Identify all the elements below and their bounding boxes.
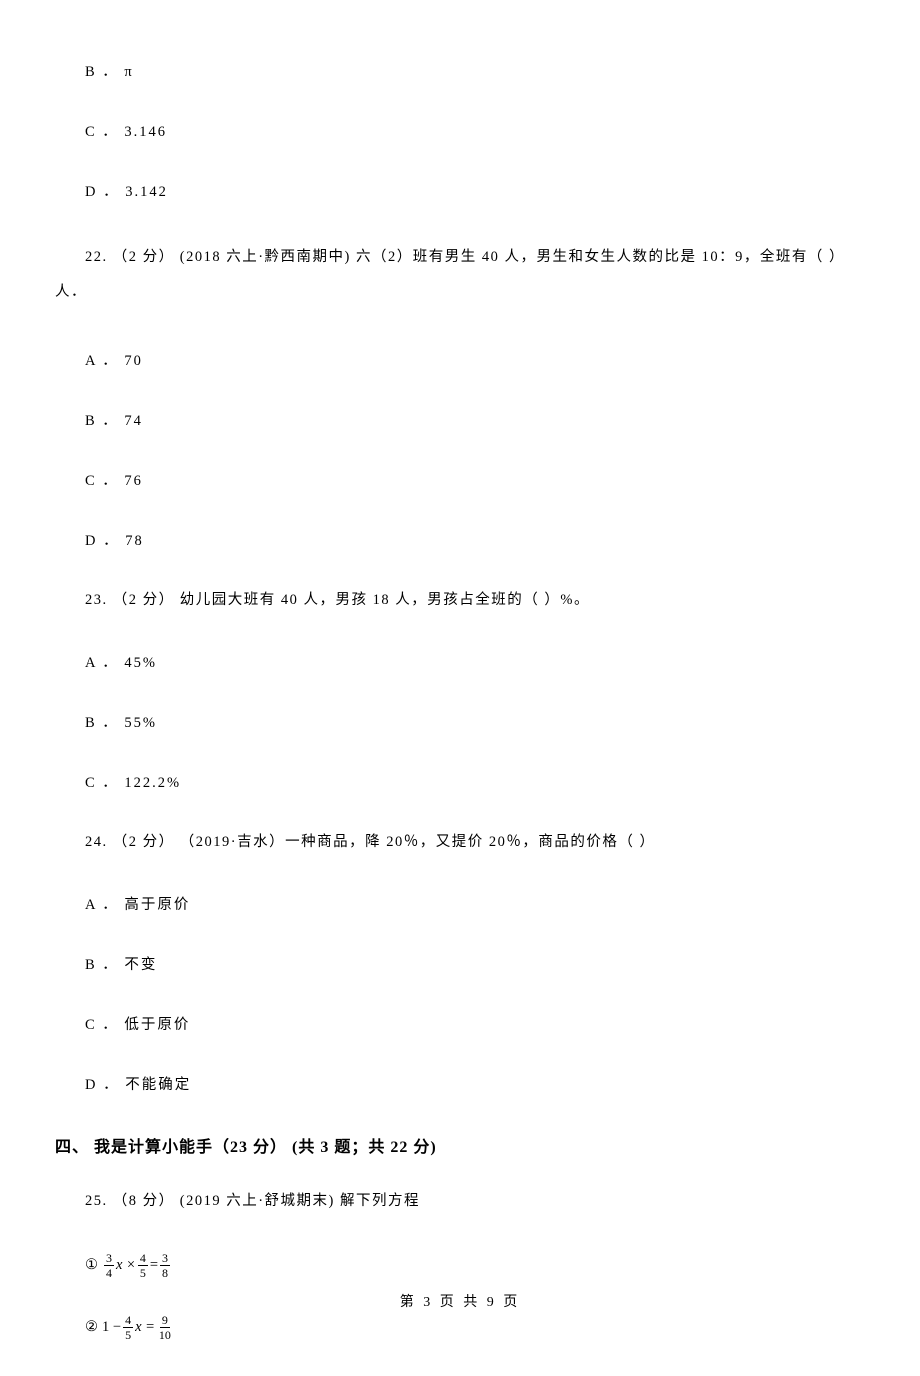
page-footer: 第 3 页 共 9 页	[0, 1291, 920, 1311]
q25-equation-2: ② 1 − 4 5 x = 9 10	[55, 1314, 865, 1341]
option-c-3146: C ． 3.146	[55, 120, 865, 141]
section-4-header: 四、 我是计算小能手（23 分） (共 3 题；共 22 分)	[55, 1133, 865, 1157]
eq1-f2-num: 4	[138, 1252, 148, 1266]
question-25: 25. （8 分） (2019 六上·舒城期末) 解下列方程	[55, 1190, 865, 1213]
eq1-frac2: 4 5	[138, 1252, 148, 1279]
eq1-equals: =	[150, 1257, 158, 1274]
q24-option-c: C ． 低于原价	[55, 1013, 865, 1034]
option-b-pi: B ． π	[55, 60, 865, 81]
q24-option-d: D ． 不能确定	[55, 1073, 865, 1094]
eq1-f2-den: 5	[138, 1266, 148, 1279]
eq1-frac3: 3 8	[160, 1252, 170, 1279]
q22-text-line2: 人．	[55, 284, 87, 300]
eq2-frac1: 4 5	[123, 1314, 133, 1341]
eq1-f3-num: 3	[160, 1252, 170, 1266]
q22-option-c: C ． 76	[55, 469, 865, 490]
q22-text-line1: 22. （2 分） (2018 六上·黔西南期中) 六（2）班有男生 40 人，…	[55, 249, 845, 265]
q24-option-a: A ． 高于原价	[55, 893, 865, 914]
eq1-marker: ①	[85, 1257, 98, 1274]
eq1-f1-num: 3	[104, 1252, 114, 1266]
eq2-frac2: 9 10	[157, 1314, 173, 1341]
eq2-pre: 1 −	[102, 1319, 121, 1336]
eq1-f1-den: 4	[104, 1266, 114, 1279]
q23-option-a: A ． 45%	[55, 651, 865, 672]
question-23: 23. （2 分） 幼儿园大班有 40 人，男孩 18 人，男孩占全班的（ ）%…	[55, 589, 865, 612]
q22-option-a: A ． 70	[55, 349, 865, 370]
eq2-mid1: x =	[135, 1319, 155, 1336]
eq1-frac1: 3 4	[104, 1252, 114, 1279]
q22-option-b: B ． 74	[55, 409, 865, 430]
q22-option-d: D ． 78	[55, 529, 865, 550]
q23-option-c: C ． 122.2%	[55, 771, 865, 792]
q23-option-b: B ． 55%	[55, 711, 865, 732]
eq1-mid1: x ×	[116, 1257, 136, 1274]
eq2-f1-den: 5	[123, 1328, 133, 1341]
eq1-f3-den: 8	[160, 1266, 170, 1279]
eq2-f2-den: 10	[157, 1328, 173, 1341]
q25-equation-1: ① 3 4 x × 4 5 = 3 8	[55, 1252, 865, 1279]
question-24: 24. （2 分） （2019·吉水）一种商品，降 20％，又提价 20％，商品…	[55, 831, 865, 854]
eq2-marker: ②	[85, 1319, 98, 1336]
eq2-f1-num: 4	[123, 1314, 133, 1328]
option-d-3142: D ． 3.142	[55, 180, 865, 201]
question-22: 22. （2 分） (2018 六上·黔西南期中) 六（2）班有男生 40 人，…	[55, 240, 865, 310]
eq2-f2-num: 9	[160, 1314, 170, 1328]
q24-option-b: B ． 不变	[55, 953, 865, 974]
